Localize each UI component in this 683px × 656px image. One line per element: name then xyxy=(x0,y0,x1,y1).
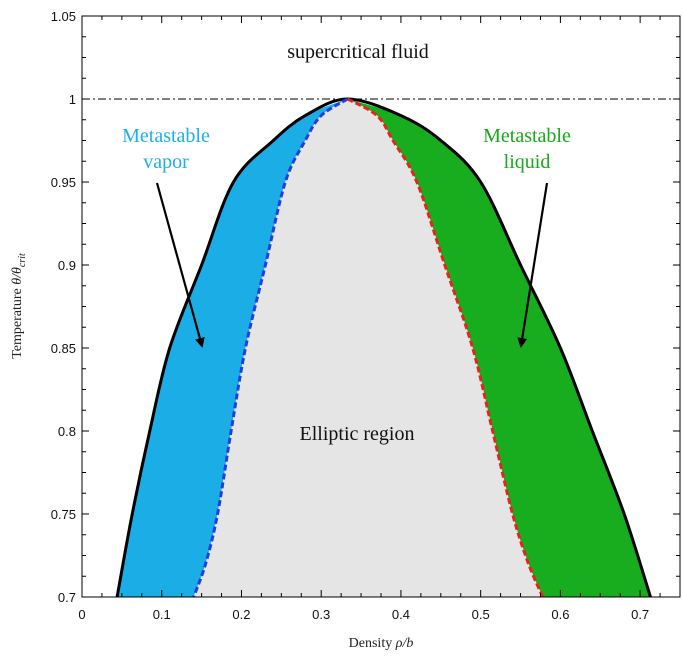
plot-content xyxy=(82,97,680,597)
y-tick-label: 0.95 xyxy=(51,175,76,190)
liquid-arrow xyxy=(517,182,549,348)
y-axis-ticks xyxy=(82,15,680,598)
x-axis-tick-labels: 0 0.1 0.2 0.3 0.4 0.5 0.6 0.7 xyxy=(78,607,649,622)
y-tick-label: 1 xyxy=(69,92,76,107)
y-tick-label: 0.75 xyxy=(51,507,76,522)
vapor-arrow xyxy=(155,182,205,348)
metastable-vapor-region xyxy=(117,99,348,597)
elliptic-region-label: Elliptic region xyxy=(300,423,415,445)
x-tick-label: 0.7 xyxy=(631,607,649,622)
y-tick-label: 0.8 xyxy=(58,424,76,439)
metastable-vapor-label-line1: Metastable xyxy=(122,125,210,147)
y-axis-label: Temperature θ/θcrit xyxy=(10,253,28,359)
spinodal-liquid-curve xyxy=(346,97,545,597)
x-tick-label: 0.4 xyxy=(392,607,410,622)
x-axis-label: Density ρ/b xyxy=(349,636,414,651)
x-tick-label: 0.6 xyxy=(551,607,569,622)
y-axis-tick-labels: 0.7 0.75 0.8 0.85 0.9 0.95 1 1.05 xyxy=(51,9,76,605)
supercritical-fluid-label: supercritical fluid xyxy=(287,41,429,63)
spinodal-vapor-curve xyxy=(192,97,349,597)
metastable-vapor-label-line2: vapor xyxy=(143,151,189,173)
metastable-liquid-label-line1: Metastable xyxy=(483,125,571,147)
x-tick-label: 0 xyxy=(78,607,85,622)
y-tick-label: 1.05 xyxy=(51,9,76,24)
y-tick-label: 0.7 xyxy=(58,590,76,605)
y-tick-label: 0.9 xyxy=(58,258,76,273)
x-axis-ticks xyxy=(81,16,681,597)
x-tick-label: 0.5 xyxy=(472,607,490,622)
metastable-liquid-region xyxy=(347,99,651,597)
x-tick-label: 0.3 xyxy=(312,607,330,622)
x-tick-label: 0.2 xyxy=(232,607,250,622)
x-tick-label: 0.1 xyxy=(153,607,171,622)
y-tick-label: 0.85 xyxy=(51,341,76,356)
elliptic-region xyxy=(193,99,543,597)
metastable-liquid-label-line2: liquid xyxy=(504,151,551,173)
